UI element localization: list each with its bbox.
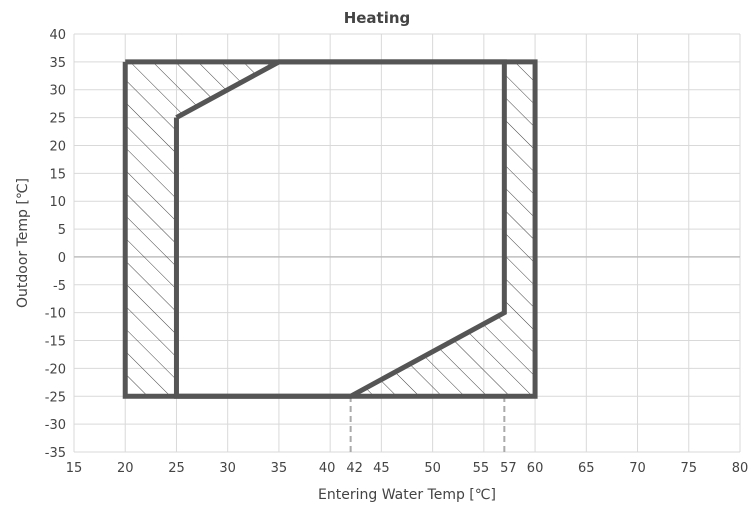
y-tick-label: -30 bbox=[45, 418, 66, 433]
y-tick-labels: 40 35 30 25 20 15 10 5 0 -5 -10 -15 -20 -25 -30 -35 bbox=[45, 28, 66, 461]
x-axis-label: Entering Water Temp [℃] bbox=[318, 487, 496, 503]
y-tick-label: 35 bbox=[49, 56, 66, 71]
y-tick-label: 30 bbox=[49, 84, 66, 99]
x-tick-label: 70 bbox=[629, 461, 646, 476]
chart-title: Heating bbox=[344, 9, 411, 27]
x-tick-labels: 15 20 25 30 35 40 42 45 50 55 57 60 65 70 75 80 bbox=[66, 461, 749, 476]
y-tick-label: 20 bbox=[49, 139, 66, 154]
x-tick-label: 45 bbox=[373, 461, 390, 476]
x-tick-label: 15 bbox=[66, 461, 83, 476]
x-tick-label: 35 bbox=[271, 461, 288, 476]
x-tick-label: 57 bbox=[500, 461, 517, 476]
x-tick-label: 30 bbox=[219, 461, 236, 476]
operating-envelopes bbox=[122, 59, 538, 399]
y-tick-label: -15 bbox=[45, 335, 66, 350]
x-tick-label: 40 bbox=[319, 461, 336, 476]
y-tick-label: 5 bbox=[58, 223, 66, 238]
y-axis-label: Outdoor Temp [℃] bbox=[15, 178, 31, 308]
x-tick-label: 42 bbox=[346, 461, 363, 476]
hatch-fill bbox=[125, 61, 536, 397]
x-tick-label: 65 bbox=[578, 461, 595, 476]
y-tick-label: 15 bbox=[49, 167, 66, 182]
y-tick-label: -35 bbox=[45, 446, 66, 461]
y-tick-label: -10 bbox=[45, 307, 66, 322]
x-tick-label: 20 bbox=[117, 461, 134, 476]
y-tick-label: 10 bbox=[49, 195, 66, 210]
y-tick-label: -5 bbox=[53, 279, 66, 294]
inner-envelope-line bbox=[173, 59, 507, 399]
y-tick-label: 0 bbox=[58, 251, 66, 266]
x-tick-label: 80 bbox=[732, 461, 749, 476]
y-tick-label: 40 bbox=[49, 28, 66, 43]
x-tick-label: 50 bbox=[424, 461, 441, 476]
hatched-area bbox=[125, 61, 536, 397]
x-tick-label: 60 bbox=[527, 461, 544, 476]
y-tick-label: -20 bbox=[45, 362, 66, 377]
y-tick-label: 25 bbox=[49, 112, 66, 127]
y-tick-label: -25 bbox=[45, 390, 66, 405]
x-tick-label: 25 bbox=[168, 461, 185, 476]
grid bbox=[73, 33, 741, 453]
x-tick-label: 55 bbox=[473, 461, 490, 476]
x-tick-label: 75 bbox=[680, 461, 697, 476]
